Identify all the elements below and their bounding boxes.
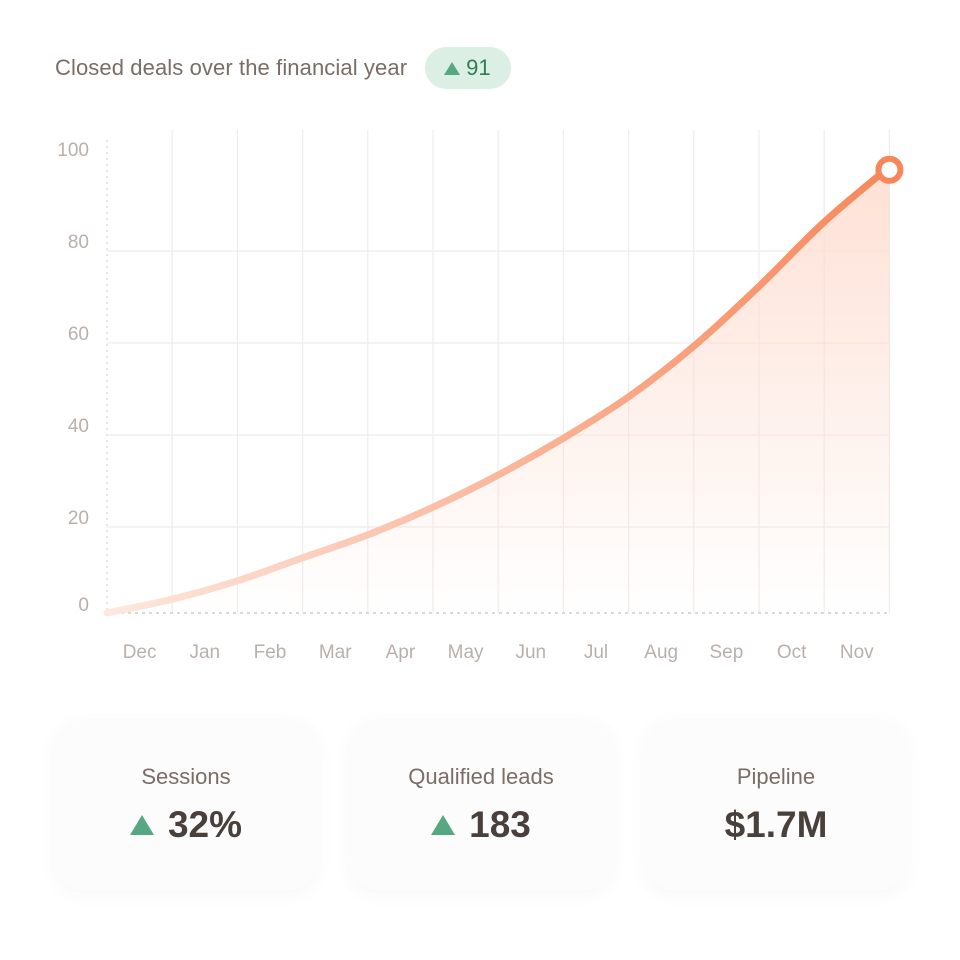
- x-tick-label: Jun: [515, 642, 546, 663]
- x-tick-label: Jul: [584, 642, 608, 663]
- triangle-up-icon: [129, 815, 154, 835]
- y-tick-label: 40: [68, 416, 89, 437]
- stat-card-qualified-leads: Qualified leads 183: [350, 720, 612, 890]
- y-tick-label: 60: [68, 324, 89, 345]
- x-tick-label: Apr: [386, 642, 416, 663]
- x-tick-label: Feb: [254, 642, 287, 663]
- x-tick-label: Oct: [777, 642, 807, 663]
- x-tick-label: Jan: [189, 642, 220, 663]
- series-line: [103, 163, 893, 617]
- x-tick-label: Dec: [123, 642, 157, 663]
- x-tick-label: May: [448, 642, 484, 663]
- stat-value: 183: [469, 804, 531, 845]
- triangle-up-icon: [431, 815, 456, 835]
- stat-value-row: 32%: [129, 804, 243, 846]
- y-axis: 0 20 40 60 80 100: [57, 140, 89, 616]
- x-axis: Dec Jan Feb Mar Apr May Jun Jul Aug Sep Oct Nov: [123, 642, 874, 663]
- y-tick-label: 20: [68, 508, 89, 529]
- x-tick-label: Nov: [840, 642, 874, 663]
- stats-row: Sessions 32% Qualified leads 183 Pipelin…: [55, 720, 907, 890]
- stat-card-pipeline: Pipeline $1.7M: [645, 720, 907, 890]
- chart-series: [103, 155, 904, 617]
- badge-value: 91: [466, 55, 491, 80]
- y-tick-label: 100: [57, 140, 89, 161]
- stat-label: Pipeline: [736, 764, 816, 789]
- area-fill: [107, 166, 890, 614]
- endpoint-marker: [875, 155, 904, 184]
- x-tick-label: Mar: [319, 642, 352, 663]
- stat-label: Qualified leads: [408, 764, 554, 789]
- chart-header: Closed deals over the financial year 91: [55, 47, 511, 89]
- y-tick-label: 0: [78, 595, 89, 616]
- y-tick-label: 80: [68, 232, 89, 253]
- stat-value-row: $1.7M: [725, 804, 828, 846]
- change-badge: 91: [425, 47, 511, 89]
- stat-value: $1.7M: [724, 804, 828, 845]
- x-tick-label: Sep: [709, 642, 743, 663]
- chart-title: Closed deals over the financial year: [55, 55, 408, 80]
- area-chart: 0 20 40 60 80 100 Dec Jan Feb Mar Apr May Jun Jul Aug…: [57, 130, 904, 663]
- stat-value-row: 183: [431, 804, 531, 846]
- stat-card-sessions: Sessions 32%: [55, 720, 317, 890]
- stat-value: 32%: [167, 804, 243, 845]
- triangle-up-icon: [444, 61, 461, 75]
- stat-label: Sessions: [141, 764, 231, 789]
- x-tick-label: Aug: [644, 642, 678, 663]
